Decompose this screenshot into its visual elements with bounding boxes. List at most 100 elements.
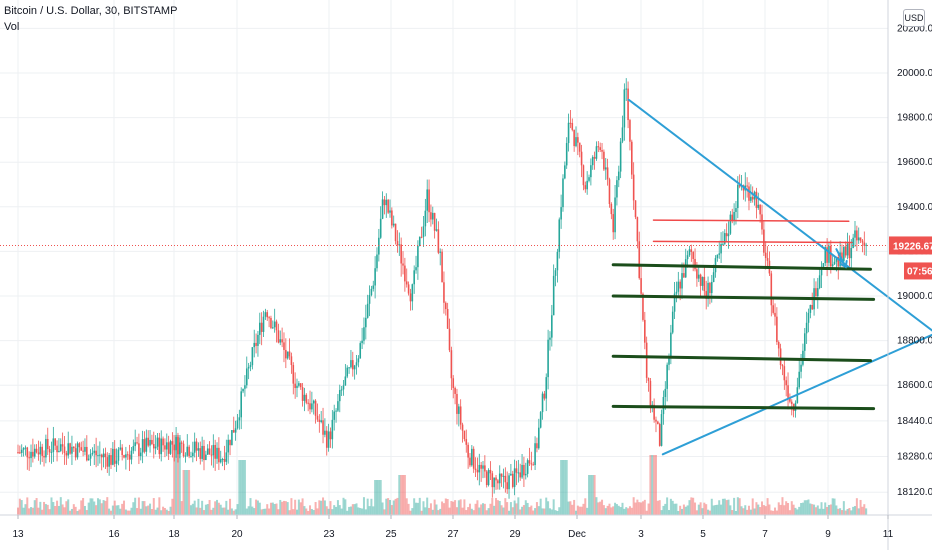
- volume-bar: [238, 460, 241, 515]
- volume-bar: [18, 498, 21, 515]
- volume-bar: [524, 500, 527, 515]
- volume-bar: [500, 505, 503, 515]
- candle-body: [629, 120, 631, 142]
- volume-bar: [558, 507, 561, 515]
- candle-body: [508, 475, 510, 490]
- candle-body: [774, 312, 776, 317]
- y-tick-label: 19400.00: [897, 202, 932, 213]
- candle-body: [800, 364, 802, 372]
- candle-body: [26, 447, 29, 458]
- candle-body: [143, 439, 146, 452]
- volume-bar: [682, 504, 685, 515]
- volume-bar: [468, 503, 471, 515]
- candle-body: [359, 343, 362, 359]
- volume-bar: [654, 455, 657, 515]
- candle-body: [46, 438, 49, 450]
- volume-bar: [80, 500, 83, 515]
- candle-body: [478, 464, 481, 473]
- volume-bar: [513, 500, 516, 515]
- volume-bar: [764, 506, 767, 515]
- volume-bar: [561, 460, 564, 515]
- candle-body: [247, 366, 250, 369]
- candle-body: [824, 247, 827, 264]
- volume-bar: [833, 498, 836, 515]
- candle-body: [366, 303, 369, 318]
- volume-bar: [448, 507, 451, 515]
- candle-body: [863, 242, 866, 246]
- volume-bar: [409, 510, 412, 515]
- candle-body: [757, 204, 760, 208]
- candle-body: [575, 137, 577, 147]
- candle-body: [571, 123, 574, 130]
- candle-body: [857, 237, 860, 241]
- candle-body: [731, 214, 734, 221]
- candle-body: [556, 251, 559, 271]
- candle-body: [772, 305, 774, 313]
- volume-bar: [662, 505, 665, 515]
- candle-body: [147, 437, 149, 446]
- forecast-arrow: [835, 248, 848, 269]
- candle-body: [668, 356, 670, 365]
- candle-body: [333, 411, 335, 420]
- lower-trendline: [661, 333, 932, 456]
- volume-bar: [688, 500, 691, 515]
- candle-body: [212, 444, 215, 456]
- candle-body: [316, 415, 319, 420]
- candle-body: [126, 454, 129, 456]
- volume-bar: [128, 510, 131, 515]
- candle-body: [445, 302, 447, 310]
- volume-bar: [658, 500, 661, 515]
- y-tick-label: 19600.00: [897, 157, 932, 168]
- candle-body: [850, 248, 853, 259]
- volume-bar: [37, 507, 40, 515]
- volume-bar: [647, 503, 650, 515]
- volume-bar: [480, 504, 483, 515]
- volume-bar: [197, 498, 200, 515]
- candle-body: [69, 443, 71, 454]
- volume-bar: [530, 505, 533, 515]
- volume-bar: [597, 502, 600, 515]
- candle-body: [549, 337, 551, 340]
- candle-body: [180, 442, 183, 444]
- candle-body: [634, 200, 637, 218]
- volume-bar: [171, 498, 174, 515]
- volume-bar: [63, 507, 66, 515]
- candle-body: [452, 378, 455, 388]
- candle-body: [480, 464, 482, 469]
- volume-bar: [746, 509, 749, 515]
- volume-bar: [502, 507, 505, 515]
- volume-bar: [535, 502, 538, 515]
- volume-bar: [733, 497, 736, 515]
- volume-bar: [123, 500, 126, 515]
- volume-bar: [20, 500, 23, 515]
- volume-bar: [714, 505, 717, 515]
- candle-body: [727, 233, 730, 237]
- candle-body: [545, 377, 548, 399]
- volume-bar: [775, 510, 778, 515]
- candle-body: [169, 441, 172, 454]
- candle-body: [99, 454, 101, 456]
- volume-bar: [855, 498, 858, 515]
- x-tick-label: 11: [883, 529, 894, 540]
- candle-body: [80, 447, 83, 451]
- candle-body: [593, 156, 596, 159]
- volume-bar: [472, 510, 475, 515]
- volume-bar: [615, 504, 618, 515]
- currency-button[interactable]: USD: [903, 9, 925, 27]
- candle-body: [569, 122, 572, 124]
- volume-bar: [355, 503, 358, 515]
- candle-body: [785, 380, 787, 386]
- candle-body: [489, 469, 492, 474]
- candle-body: [93, 450, 96, 453]
- volume-bar: [331, 509, 334, 515]
- volume-bar: [420, 510, 423, 515]
- candle-body: [467, 444, 469, 458]
- candle-body: [705, 291, 707, 299]
- volume-bar: [385, 498, 388, 515]
- volume-bar: [314, 502, 317, 515]
- volume-bar: [710, 498, 713, 515]
- resistance-line: [652, 240, 853, 244]
- volume-bar: [282, 500, 285, 515]
- volume-bar: [831, 498, 834, 515]
